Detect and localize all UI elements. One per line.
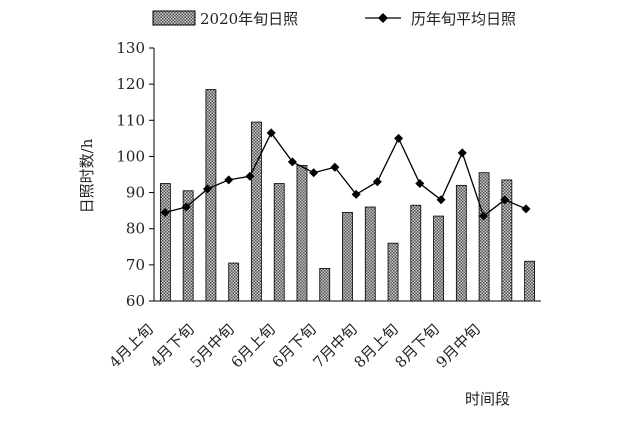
line-point xyxy=(415,179,425,189)
line-point xyxy=(245,171,255,181)
x-tick-label: 5月中旬 xyxy=(187,320,238,371)
x-tick-label: 4月上旬 xyxy=(106,320,157,371)
bar xyxy=(387,242,399,302)
line-series xyxy=(160,128,531,221)
y-tick-label: 60 xyxy=(126,292,145,310)
x-tick-label: 9月中旬 xyxy=(433,320,484,371)
x-axis-title: 时间段 xyxy=(465,390,510,408)
line-point xyxy=(266,128,276,138)
y-tick-label: 70 xyxy=(126,256,145,274)
y-ticks: 60 70 80 90 100 110 120 130 xyxy=(116,39,154,310)
bar xyxy=(182,190,194,302)
legend-bar-label: 2020年旬日照 xyxy=(200,10,298,28)
y-tick-label: 80 xyxy=(126,220,145,238)
x-tick-label: 6月上旬 xyxy=(228,320,279,371)
y-tick-label: 110 xyxy=(116,111,145,129)
line-point xyxy=(436,195,446,205)
line-point xyxy=(202,184,212,194)
line-point xyxy=(160,207,170,217)
legend: 2020年旬日照 历年旬平均日照 xyxy=(152,10,516,28)
legend-line-label: 历年旬平均日照 xyxy=(411,10,516,28)
bar xyxy=(251,121,262,302)
bar xyxy=(410,204,422,302)
x-tick-label: 8月上旬 xyxy=(351,320,402,371)
bar xyxy=(501,179,513,302)
line-point xyxy=(500,195,510,205)
bar xyxy=(364,206,376,302)
line-point xyxy=(351,189,361,199)
bar xyxy=(524,260,536,302)
bars xyxy=(159,89,536,302)
y-axis-title: 日照时数/h xyxy=(78,138,96,213)
bar xyxy=(478,172,490,302)
bar xyxy=(319,268,331,302)
line-point xyxy=(521,204,531,214)
line-point xyxy=(330,162,340,172)
line-point xyxy=(372,177,382,187)
bar xyxy=(342,212,353,302)
line-point xyxy=(479,211,489,221)
bar xyxy=(455,184,467,302)
line-point xyxy=(224,175,234,185)
legend-bar-swatch xyxy=(152,10,196,26)
legend-line-marker xyxy=(378,13,388,23)
series-line xyxy=(164,131,527,218)
x-tick-label: 8月下旬 xyxy=(392,320,443,371)
bar xyxy=(296,165,308,302)
bar xyxy=(228,262,240,302)
bar xyxy=(159,183,171,302)
bar xyxy=(205,89,217,302)
bar xyxy=(273,183,285,302)
y-tick-label: 90 xyxy=(126,184,145,202)
x-tick-label: 4月下旬 xyxy=(147,320,198,371)
y-tick-label: 100 xyxy=(116,147,145,165)
bar xyxy=(433,215,444,302)
line-point xyxy=(394,133,404,143)
x-tick-label: 6月下旬 xyxy=(269,320,320,371)
line-point xyxy=(181,202,191,212)
y-tick-label: 120 xyxy=(116,75,145,93)
y-tick-label: 130 xyxy=(116,39,145,57)
x-tick-label: 7月中旬 xyxy=(310,320,361,371)
line-point xyxy=(287,157,297,167)
line-point xyxy=(457,148,467,158)
line-point xyxy=(309,168,319,178)
